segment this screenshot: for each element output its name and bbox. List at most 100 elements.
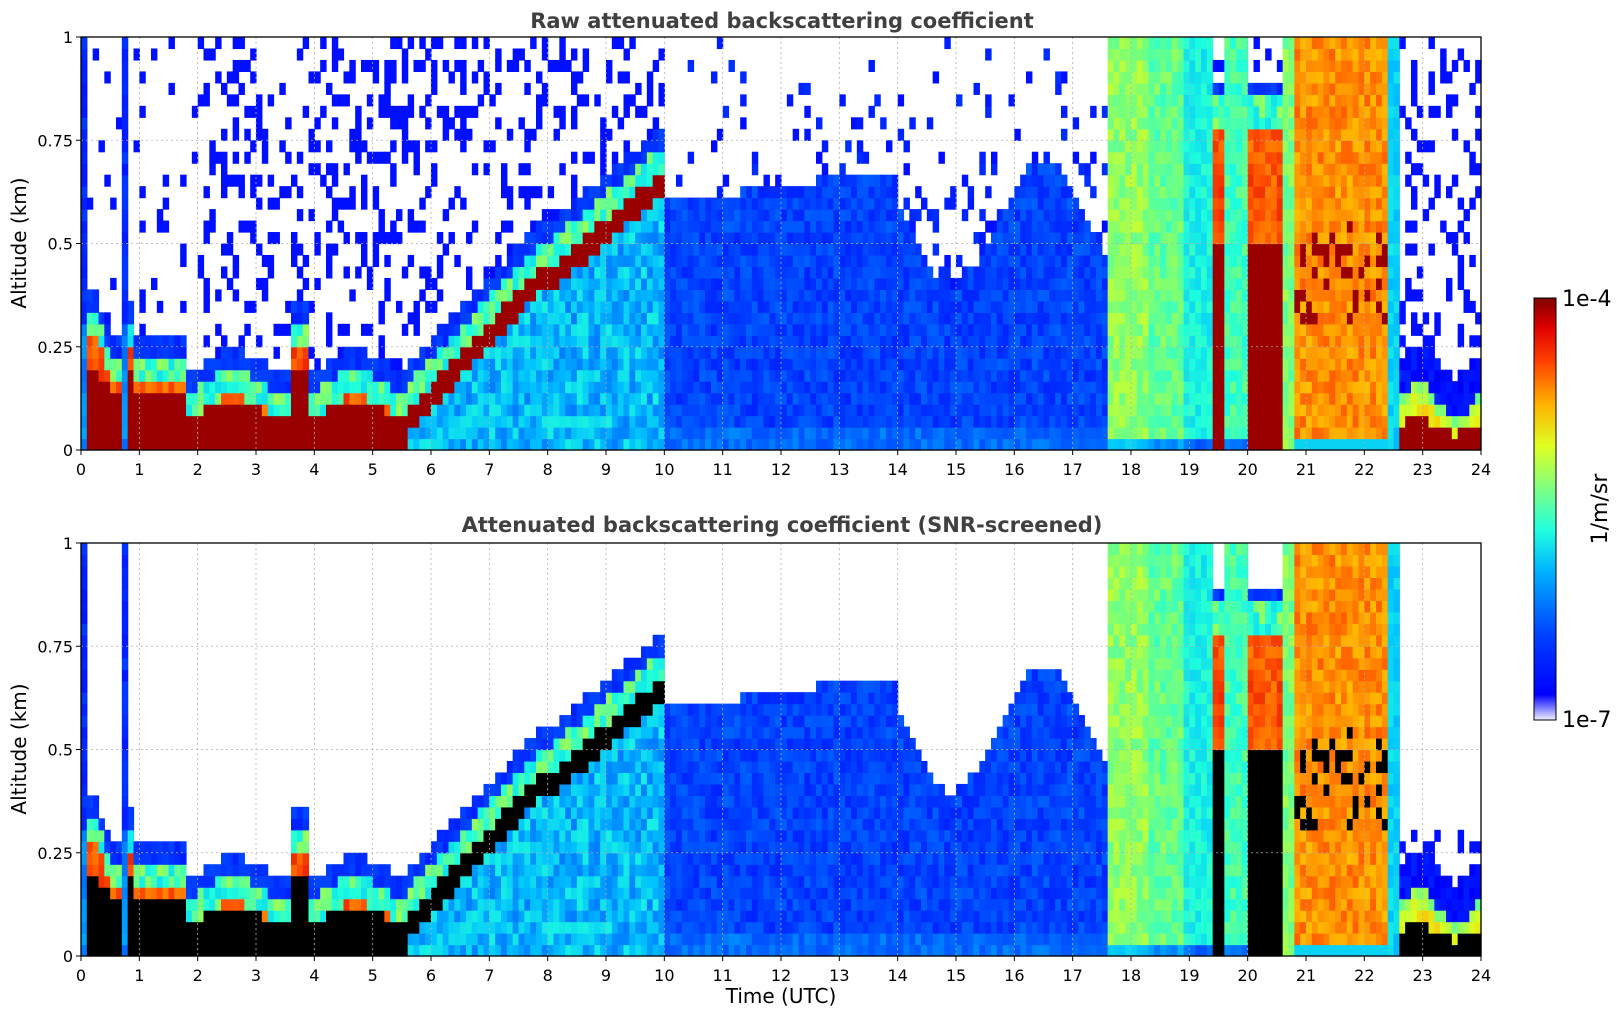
heatmap-cell xyxy=(961,312,969,325)
heatmap-cell xyxy=(1271,209,1278,222)
heatmap-cell xyxy=(1049,289,1056,302)
heatmap-cell xyxy=(827,346,835,359)
heatmap-cell xyxy=(821,277,829,290)
heatmap-cell xyxy=(139,300,146,313)
heatmap-cell xyxy=(226,369,234,382)
heatmap-cell xyxy=(921,289,928,302)
heatmap-cell xyxy=(1142,128,1150,141)
heatmap-cell xyxy=(460,117,467,130)
heatmap-cell xyxy=(827,186,835,199)
heatmap-cell xyxy=(938,404,945,417)
heatmap-cell xyxy=(856,232,864,245)
heatmap-cell xyxy=(746,266,753,279)
heatmap-cell xyxy=(600,117,607,130)
heatmap-cell xyxy=(1171,300,1179,313)
heatmap-cell xyxy=(1096,346,1103,359)
heatmap-cell xyxy=(1241,117,1249,130)
heatmap-cell xyxy=(1189,438,1196,451)
heatmap-cell xyxy=(331,174,339,187)
heatmap-cell xyxy=(489,346,496,359)
heatmap-cell xyxy=(1224,346,1231,359)
heatmap-cell xyxy=(512,404,520,417)
heatmap-cell xyxy=(495,358,502,371)
heatmap-cell xyxy=(477,381,485,394)
heatmap-cell xyxy=(203,48,210,61)
heatmap-cell xyxy=(804,358,811,371)
heatmap-cell xyxy=(1276,197,1284,210)
heatmap-cell xyxy=(1230,117,1237,130)
heatmap-cell xyxy=(302,335,310,348)
heatmap-cell xyxy=(600,277,607,290)
heatmap-cell xyxy=(407,220,415,233)
heatmap-cell xyxy=(302,404,310,417)
heatmap-cell xyxy=(915,335,922,348)
heatmap-cell xyxy=(1020,232,1027,245)
heatmap-cell xyxy=(1136,232,1144,245)
heatmap-cell xyxy=(1201,209,1208,222)
heatmap-cell xyxy=(1294,174,1301,187)
heatmap-cell xyxy=(203,82,210,95)
heatmap-cell xyxy=(646,266,654,279)
heatmap-cell xyxy=(693,266,700,279)
heatmap-cell xyxy=(827,277,835,290)
heatmap-cell xyxy=(705,335,712,348)
heatmap-cell xyxy=(384,254,391,268)
heatmap-cell xyxy=(162,358,170,371)
heatmap-cell xyxy=(366,277,374,290)
heatmap-cell xyxy=(501,220,508,233)
heatmap-cell xyxy=(903,220,910,233)
heatmap-cell xyxy=(547,232,555,245)
heatmap-cell xyxy=(1265,82,1272,95)
heatmap-cell xyxy=(1171,369,1179,382)
heatmap-cell xyxy=(413,438,420,451)
heatmap-cell xyxy=(1311,48,1319,61)
heatmap-cell xyxy=(1317,254,1325,268)
heatmap-cell xyxy=(1020,335,1027,348)
heatmap-cell xyxy=(886,404,893,417)
heatmap-cell xyxy=(728,346,735,359)
heatmap-cell xyxy=(979,323,986,336)
heatmap-cell xyxy=(629,277,636,290)
heatmap-cell xyxy=(1236,82,1243,95)
heatmap-cell xyxy=(915,289,922,302)
heatmap-cell xyxy=(1020,243,1027,256)
heatmap-cell xyxy=(197,381,205,394)
heatmap-cell xyxy=(635,254,642,268)
heatmap-cell xyxy=(845,335,852,348)
heatmap-cell xyxy=(454,335,461,348)
heatmap-cell xyxy=(1206,186,1214,199)
heatmap-cell xyxy=(880,358,887,371)
heatmap-cell xyxy=(1259,335,1266,348)
heatmap-cell xyxy=(203,335,210,348)
heatmap-cell xyxy=(361,140,368,153)
heatmap-cell xyxy=(699,289,706,302)
heatmap-cell xyxy=(810,243,817,256)
heatmap-cell xyxy=(956,427,963,440)
heatmap-cell xyxy=(1335,438,1342,451)
heatmap-cell xyxy=(1160,37,1167,50)
heatmap-cell xyxy=(81,312,88,325)
heatmap-cell xyxy=(1206,71,1214,84)
heatmap-cell xyxy=(1061,392,1068,405)
heatmap-cell xyxy=(1265,438,1272,451)
heatmap-cell xyxy=(699,243,706,256)
heatmap-cell xyxy=(839,254,846,268)
heatmap-cell xyxy=(1107,117,1115,130)
heatmap-cell xyxy=(1078,220,1085,233)
heatmap-cell xyxy=(611,151,619,164)
heatmap-cell xyxy=(232,151,240,164)
heatmap-cell xyxy=(1031,209,1039,222)
heatmap-cell xyxy=(483,300,490,313)
heatmap-cell xyxy=(629,254,636,268)
heatmap-cell xyxy=(1206,254,1214,268)
heatmap-cell xyxy=(664,335,671,348)
heatmap-cell xyxy=(1160,105,1167,118)
heatmap-cell xyxy=(810,266,817,279)
heatmap-cell xyxy=(1300,94,1307,107)
heatmap-cell xyxy=(611,427,619,440)
heatmap-cell xyxy=(1218,151,1225,164)
heatmap-cell xyxy=(1026,71,1033,84)
heatmap-cell xyxy=(1311,105,1319,118)
heatmap-cell xyxy=(121,71,129,84)
heatmap-cell xyxy=(652,369,660,382)
